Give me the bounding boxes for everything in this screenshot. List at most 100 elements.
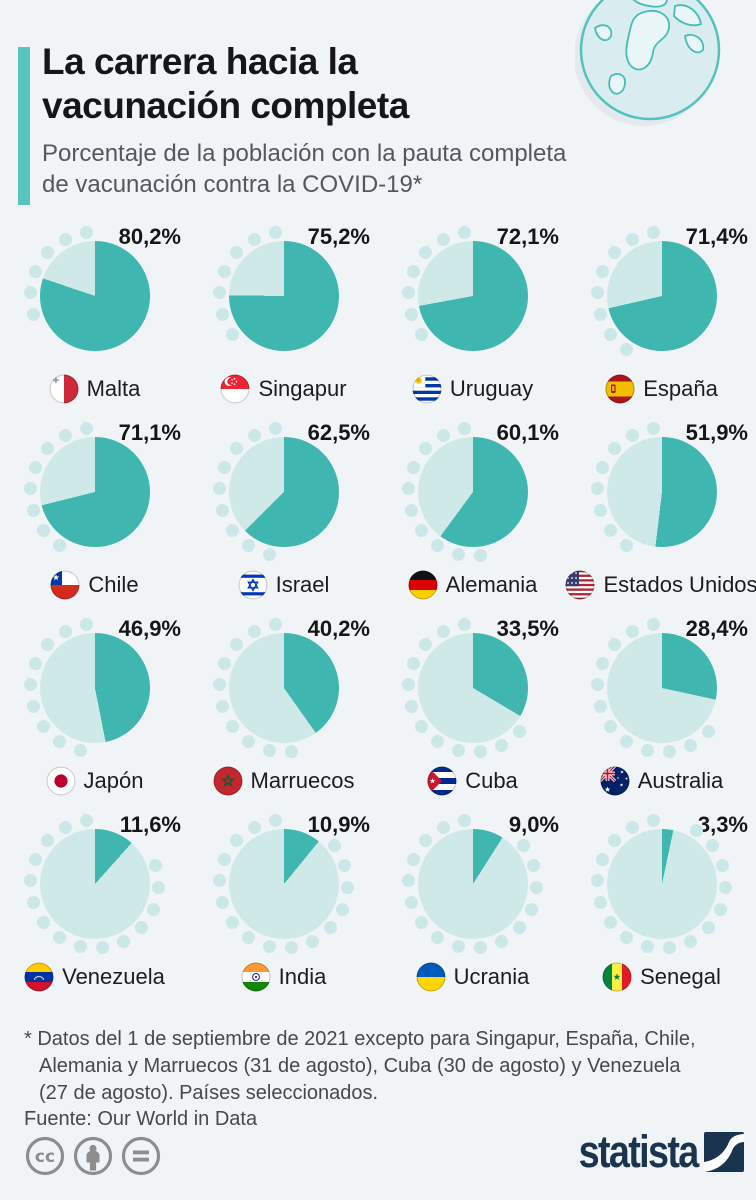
virus-dot (419, 441, 433, 455)
virus-dot (73, 743, 87, 757)
virus-dot (662, 745, 676, 758)
country-label-row: Israel (189, 570, 378, 600)
country-pie-cell-malta: 80,2% Malta (0, 222, 189, 418)
globe-icon (574, 0, 725, 133)
percent-label: 46,9% (118, 616, 181, 641)
title-accent-bar (18, 47, 30, 205)
virus-dot (402, 678, 416, 692)
pie-chart (211, 615, 357, 761)
virus-dot (247, 820, 261, 834)
country-pie-cell-venezuela: 11,6% Venezuela (0, 810, 189, 1006)
country-pie-cell-uruguay: 72,1% Uruguay (378, 222, 567, 418)
virus-dot (407, 264, 421, 278)
virus-dot (213, 482, 227, 496)
virus-dot (451, 547, 465, 561)
virus-dot (414, 916, 428, 929)
virus-dot (58, 624, 72, 638)
virus-dot (242, 931, 256, 945)
virus-dot (230, 637, 244, 651)
espana-flag-icon (605, 374, 635, 404)
virus-dot (53, 735, 67, 749)
virus-dot (701, 725, 715, 739)
pie-chart (589, 419, 735, 565)
pie-chart (400, 811, 546, 957)
virus-dot (29, 656, 43, 670)
virus-dot (436, 232, 450, 246)
percent-label: 51,9% (685, 420, 748, 445)
footnote-line-2: Alemania y Marruecos (31 de agosto), Cub… (39, 1055, 681, 1077)
virus-dot (608, 441, 622, 455)
virus-dot (436, 820, 450, 834)
virus-dot (24, 286, 38, 300)
virus-dot (58, 232, 72, 246)
pie-chart (589, 223, 735, 369)
cc-license-badge[interactable]: cc (24, 1135, 162, 1177)
virus-dot (608, 637, 622, 651)
statista-wordmark: statista (579, 1126, 700, 1177)
virus-dot (225, 328, 239, 341)
virus-dot (247, 624, 261, 638)
country-label-row: Estados Unidos (566, 570, 756, 600)
virus-dot (662, 941, 676, 954)
pie-fill-senegal (606, 829, 717, 939)
virus-dot (404, 308, 418, 322)
country-label-row: Ucrania (378, 962, 567, 992)
virus-dot (419, 245, 433, 259)
virus-dot (706, 839, 720, 852)
country-pie-cell-marruecos: 40,2% Marruecos (189, 614, 378, 810)
country-name: Japón (83, 768, 144, 793)
country-pie-cell-israel: 62,5% Israel (189, 418, 378, 614)
virus-dot (213, 874, 227, 888)
pie-chart (589, 615, 735, 761)
virus-dot (306, 934, 320, 948)
footnote: * Datos del 1 de septiembre de 2021 exce… (24, 1026, 696, 1107)
virus-dot (404, 504, 418, 518)
virus-dot (458, 814, 472, 827)
virus-dot (431, 735, 445, 749)
malta-flag-icon (49, 374, 79, 404)
virus-dot (218, 656, 232, 670)
percent-label: 71,4% (685, 224, 748, 249)
country-label-row: India (189, 962, 378, 992)
country-label-row: Venezuela (0, 962, 189, 992)
percent-label: 71,1% (118, 420, 181, 445)
virus-dot (242, 539, 256, 553)
pie-fill-chile (39, 437, 150, 547)
country-label-row: España (567, 374, 756, 404)
virus-dot (242, 735, 256, 749)
virus-dot (527, 858, 541, 872)
country-label-row: Alemania (378, 570, 567, 600)
virus-dot (26, 896, 40, 910)
country-label-row: Cuba (378, 766, 567, 796)
virus-dot (41, 637, 55, 651)
virus-dot (218, 852, 232, 866)
percent-label: 80,2% (118, 224, 181, 249)
virus-dot (591, 678, 605, 692)
virus-dot (328, 839, 342, 852)
pie-fill-australia (606, 633, 717, 743)
country-name: Singapur (258, 376, 347, 401)
virus-dot (603, 916, 617, 929)
virus-dot (718, 880, 732, 894)
cc-icon: cc (25, 1136, 65, 1176)
page-subtitle: Porcentaje de la población con la pauta … (42, 138, 566, 200)
source-label: Fuente: Our World in Data (24, 1108, 258, 1130)
senegal-flag-icon (602, 962, 632, 992)
virus-dot (262, 547, 276, 561)
pie-chart (211, 223, 357, 369)
virus-dot (117, 934, 131, 948)
country-name: Alemania (445, 572, 538, 597)
country-label-row: Marruecos (189, 766, 378, 796)
virus-dot (407, 852, 421, 866)
virus-dot (215, 308, 229, 322)
virus-dot (247, 232, 261, 246)
country-pie-cell-espana: 71,4% España (567, 222, 756, 418)
country-pie-cell-singapur: 75,2% Singapur (189, 222, 378, 418)
virus-dot (269, 618, 283, 631)
virus-dot (149, 858, 163, 872)
virus-dot (603, 524, 617, 537)
virus-dot (593, 308, 607, 322)
country-label-row: Uruguay (378, 374, 567, 404)
statista-logo[interactable]: statista (556, 1126, 744, 1177)
pie-chart (22, 223, 168, 369)
